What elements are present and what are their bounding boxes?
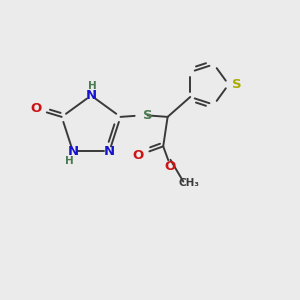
Text: N: N [85,89,97,102]
Text: H: H [88,81,97,91]
Text: H: H [65,156,74,166]
Text: O: O [31,102,42,115]
Text: N: N [68,145,79,158]
Text: S: S [143,109,152,122]
Text: O: O [132,148,144,162]
Text: N: N [104,145,115,158]
Text: CH₃: CH₃ [178,178,199,188]
Text: O: O [165,160,176,173]
Text: S: S [232,78,241,91]
